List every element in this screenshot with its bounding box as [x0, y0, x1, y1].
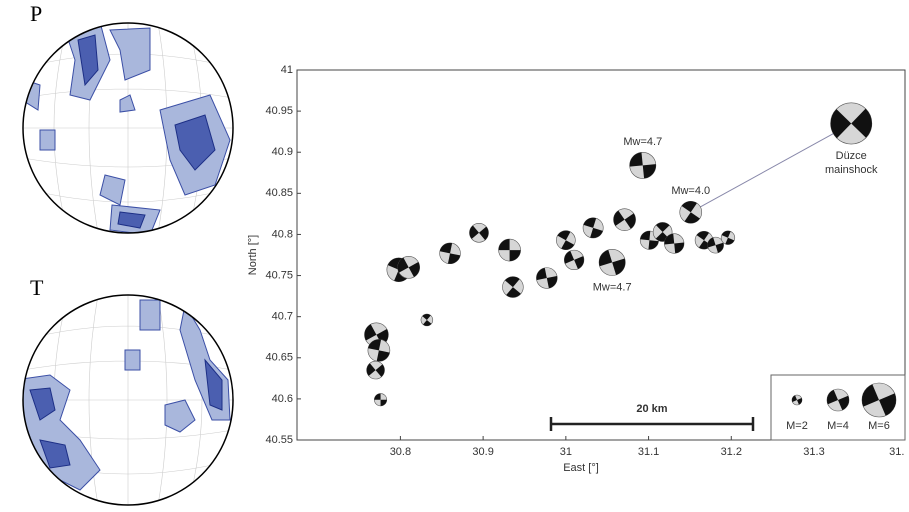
- x-axis-label: East [°]: [563, 462, 599, 474]
- focal-mechanism: [397, 256, 420, 279]
- annotation: Mw=4.0: [671, 185, 710, 197]
- focal-mechanism: [556, 230, 576, 250]
- y-tick-label: 40.8: [272, 228, 293, 240]
- x-tick-label: 31.3: [803, 446, 824, 458]
- focal-mechanism: [420, 313, 434, 327]
- focal-mechanism: [720, 230, 736, 245]
- focal-mechanism: [469, 223, 489, 243]
- annotation: Mw=4.7: [593, 281, 632, 293]
- focal-mechanism: [564, 249, 585, 271]
- legend-label: M=4: [827, 420, 849, 432]
- focal-mechanism: [439, 242, 461, 265]
- y-tick-label: 40.75: [265, 269, 293, 281]
- scale-bar: [549, 417, 755, 431]
- focal-mechanism: [830, 102, 873, 145]
- annotation: Düzce: [836, 150, 867, 162]
- y-tick-label: 40.95: [265, 105, 293, 117]
- x-tick-label: 30.9: [472, 446, 493, 458]
- y-tick-label: 40.7: [272, 311, 293, 323]
- stereonet-label: T: [30, 275, 44, 300]
- focal-mechanism: [582, 217, 604, 239]
- focal-mechanism: [664, 233, 685, 254]
- stereonet-p: P: [22, 1, 234, 234]
- focal-mechanism: [374, 393, 388, 407]
- x-tick-label: 31.1: [638, 446, 659, 458]
- scale-bar-label: 20 km: [636, 403, 667, 415]
- focal-mechanism: [366, 360, 385, 380]
- focal-mechanism: [502, 276, 524, 298]
- focal-mechanism: [707, 236, 724, 254]
- focal-mechanism: [629, 151, 657, 179]
- annotation: mainshock: [825, 164, 878, 176]
- y-tick-label: 40.9: [272, 146, 293, 158]
- stereonet-label: P: [30, 1, 42, 26]
- legend-ball: [826, 388, 850, 412]
- y-tick-label: 40.85: [265, 187, 293, 199]
- x-tick-label: 30.8: [390, 446, 411, 458]
- y-axis-label: North [°]: [247, 235, 259, 275]
- legend-ball: [791, 394, 803, 406]
- map-plot: 30.8 30.9 31 31.1 31.2 31.3 31. 40.55 40.6 40.65 4…: [247, 64, 906, 474]
- annotation: Mw=4.7: [623, 136, 662, 148]
- y-tick-label: 41: [281, 64, 293, 76]
- focal-mechanism: [367, 339, 391, 362]
- x-tick-label: 31.: [889, 446, 904, 458]
- stereonet-t: T: [22, 275, 234, 506]
- focal-mechanism: [536, 267, 558, 289]
- y-tick-label: 40.65: [265, 352, 293, 364]
- focal-mechanism: [679, 200, 703, 224]
- focal-mechanism: [613, 208, 636, 231]
- x-tick-label: 31: [560, 446, 572, 458]
- plot-frame: [296, 69, 906, 441]
- legend-label: M=6: [868, 420, 890, 432]
- mainshock-link: [690, 131, 838, 213]
- legend-label: M=2: [786, 420, 808, 432]
- y-tick-label: 40.6: [272, 393, 293, 405]
- focal-mechanism: [498, 238, 521, 262]
- focal-mechanism: [598, 248, 626, 276]
- legend-ball: [861, 382, 897, 418]
- y-tick-label: 40.55: [265, 434, 293, 446]
- x-tick-label: 31.2: [721, 446, 742, 458]
